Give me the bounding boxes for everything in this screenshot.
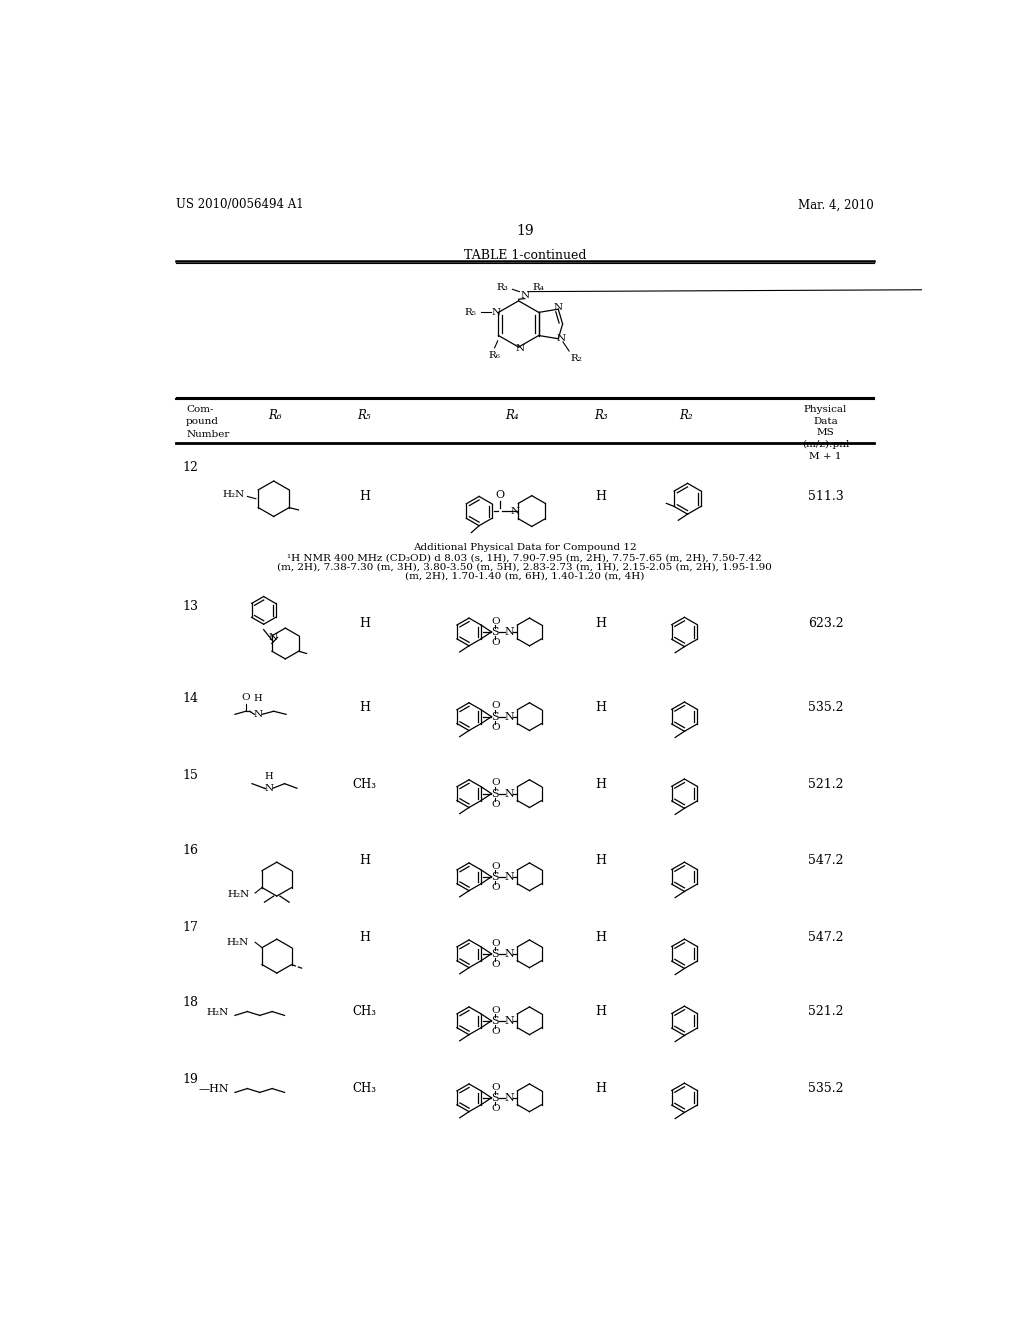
Text: S: S — [492, 871, 499, 882]
Text: H₂N: H₂N — [227, 890, 250, 899]
Text: H: H — [595, 1006, 606, 1019]
Text: O: O — [492, 862, 500, 870]
Text: 16: 16 — [182, 845, 199, 858]
Text: N: N — [516, 345, 524, 352]
Text: N: N — [505, 711, 514, 722]
Text: O: O — [492, 639, 500, 647]
Text: 547.2: 547.2 — [808, 854, 843, 867]
Text: N: N — [505, 871, 514, 882]
Text: 14: 14 — [182, 692, 199, 705]
Text: H: H — [595, 779, 606, 791]
Text: CH₃: CH₃ — [352, 1006, 377, 1019]
Text: O: O — [492, 800, 500, 809]
Text: R₂: R₂ — [570, 354, 583, 363]
Text: CH₃: CH₃ — [352, 1082, 377, 1096]
Text: H: H — [265, 772, 273, 780]
Text: 535.2: 535.2 — [808, 701, 843, 714]
Text: 17: 17 — [182, 921, 198, 935]
Text: (m, 2H), 1.70-1.40 (m, 6H), 1.40-1.20 (m, 4H): (m, 2H), 1.70-1.40 (m, 6H), 1.40-1.20 (m… — [406, 572, 644, 581]
Text: Com-
pound
Number: Com- pound Number — [186, 405, 229, 438]
Text: R₅: R₅ — [465, 308, 477, 317]
Text: (m, 2H), 7.38-7.30 (m, 3H), 3.80-3.50 (m, 5H), 2.83-2.73 (m, 1H), 2.15-2.05 (m, : (m, 2H), 7.38-7.30 (m, 3H), 3.80-3.50 (m… — [278, 562, 772, 572]
Text: N: N — [510, 507, 519, 516]
Text: O: O — [492, 779, 500, 787]
Text: 13: 13 — [182, 599, 199, 612]
Text: S: S — [492, 788, 499, 799]
Text: H: H — [595, 1082, 606, 1096]
Text: R₃: R₃ — [496, 284, 508, 292]
Text: O: O — [492, 1104, 500, 1113]
Text: R₃: R₃ — [594, 409, 607, 421]
Text: ¹H NMR 400 MHz (CD₃OD) d 8.03 (s, 1H), 7.90-7.95 (m, 2H), 7.75-7.65 (m, 2H), 7.5: ¹H NMR 400 MHz (CD₃OD) d 8.03 (s, 1H), 7… — [288, 553, 762, 562]
Text: R₂: R₂ — [679, 409, 693, 421]
Text: O: O — [492, 616, 500, 626]
Text: 547.2: 547.2 — [808, 931, 843, 944]
Text: H₂N: H₂N — [207, 1008, 228, 1016]
Text: N: N — [505, 1016, 514, 1026]
Text: 12: 12 — [182, 461, 198, 474]
Text: 521.2: 521.2 — [808, 1006, 843, 1019]
Text: H: H — [595, 854, 606, 867]
Text: N: N — [254, 710, 263, 719]
Text: 535.2: 535.2 — [808, 1082, 843, 1096]
Text: 15: 15 — [182, 770, 198, 781]
Text: S: S — [492, 711, 499, 722]
Text: H: H — [595, 490, 606, 503]
Text: H: H — [358, 854, 370, 867]
Text: H: H — [358, 931, 370, 944]
Text: H₂N: H₂N — [226, 937, 249, 946]
Text: N: N — [556, 334, 565, 343]
Text: O: O — [492, 701, 500, 710]
Text: H: H — [595, 931, 606, 944]
Text: 19: 19 — [182, 1073, 198, 1086]
Text: O: O — [492, 1006, 500, 1015]
Text: O: O — [242, 693, 250, 702]
Text: CH₃: CH₃ — [352, 779, 377, 791]
Text: H: H — [595, 701, 606, 714]
Text: N: N — [520, 290, 529, 300]
Text: 511.3: 511.3 — [808, 490, 844, 503]
Text: 623.2: 623.2 — [808, 616, 844, 630]
Text: 18: 18 — [182, 997, 199, 1010]
Text: O: O — [492, 883, 500, 892]
Text: Mar. 4, 2010: Mar. 4, 2010 — [798, 198, 873, 211]
Text: O: O — [492, 723, 500, 731]
Text: R₄: R₄ — [532, 284, 545, 292]
Text: N: N — [505, 949, 514, 958]
Text: H: H — [253, 694, 262, 702]
Text: R₄: R₄ — [505, 409, 518, 421]
Text: N: N — [505, 788, 514, 799]
Text: R₆: R₆ — [268, 409, 282, 421]
Text: N: N — [264, 784, 273, 793]
Text: N: N — [268, 632, 278, 642]
Text: —HN: —HN — [198, 1084, 228, 1094]
Text: R₆: R₆ — [488, 351, 501, 360]
Text: N: N — [505, 627, 514, 638]
Text: H: H — [358, 616, 370, 630]
Text: US 2010/0056494 A1: US 2010/0056494 A1 — [176, 198, 304, 211]
Text: Physical
Data
MS
(m/z):pnl
M + 1: Physical Data MS (m/z):pnl M + 1 — [802, 405, 849, 461]
Text: N: N — [554, 304, 563, 312]
Text: S: S — [492, 949, 499, 958]
Text: H: H — [358, 490, 370, 503]
Text: N: N — [505, 1093, 514, 1102]
Text: O: O — [496, 490, 505, 499]
Text: 19: 19 — [516, 224, 534, 238]
Text: H: H — [358, 701, 370, 714]
Text: O: O — [492, 939, 500, 948]
Text: H: H — [595, 616, 606, 630]
Text: H₂N: H₂N — [223, 491, 245, 499]
Text: 521.2: 521.2 — [808, 779, 843, 791]
Text: Additional Physical Data for Compound 12: Additional Physical Data for Compound 12 — [413, 544, 637, 552]
Text: O: O — [492, 960, 500, 969]
Text: O: O — [492, 1082, 500, 1092]
Text: S: S — [492, 627, 499, 638]
Text: S: S — [492, 1016, 499, 1026]
Text: N: N — [492, 308, 501, 317]
Text: R₅: R₅ — [357, 409, 371, 421]
Text: S: S — [492, 1093, 499, 1102]
Text: O: O — [492, 1027, 500, 1036]
Text: TABLE 1-continued: TABLE 1-continued — [464, 249, 586, 263]
